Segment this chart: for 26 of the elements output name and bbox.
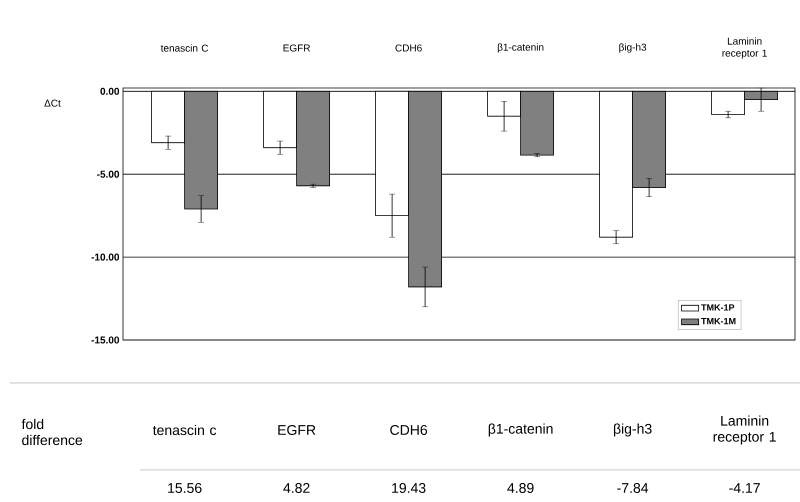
x-tick-label: CDH6 <box>395 44 422 52</box>
y-tick-label: -10.00 <box>92 254 120 261</box>
y-tick-label: 0.00 <box>100 88 120 95</box>
legend-label: TMK-1P <box>701 304 734 311</box>
text: 15.56 <box>168 483 202 493</box>
legend-label: TMK-1M <box>701 318 736 324</box>
text: βig-h3 <box>614 423 652 437</box>
text: EGFR <box>278 425 316 435</box>
text: 4.82 <box>283 483 310 493</box>
x-tick-label: β1-catenin <box>498 43 544 53</box>
text: CDH6 <box>390 425 428 435</box>
y-tick-label: -15.00 <box>92 336 120 344</box>
x-tick-label: tenascin C <box>160 44 208 52</box>
x-tick-label: Laminin receptor 1 <box>722 37 767 59</box>
text: tenascin c <box>152 424 216 436</box>
text: β1-catenin <box>488 423 553 437</box>
text: -4.17 <box>729 483 760 493</box>
text: -7.84 <box>617 483 648 493</box>
y-axis-title: ΔCt <box>44 100 61 107</box>
x-tick-label: EGFR <box>284 44 310 52</box>
text: Laminin receptor 1 <box>714 415 776 445</box>
y-tick-label: -5.00 <box>97 170 120 178</box>
x-tick-label: βig-h3 <box>619 43 646 53</box>
text: fold difference <box>22 418 82 446</box>
text: 19.43 <box>392 483 426 493</box>
text: 4.89 <box>507 483 534 493</box>
